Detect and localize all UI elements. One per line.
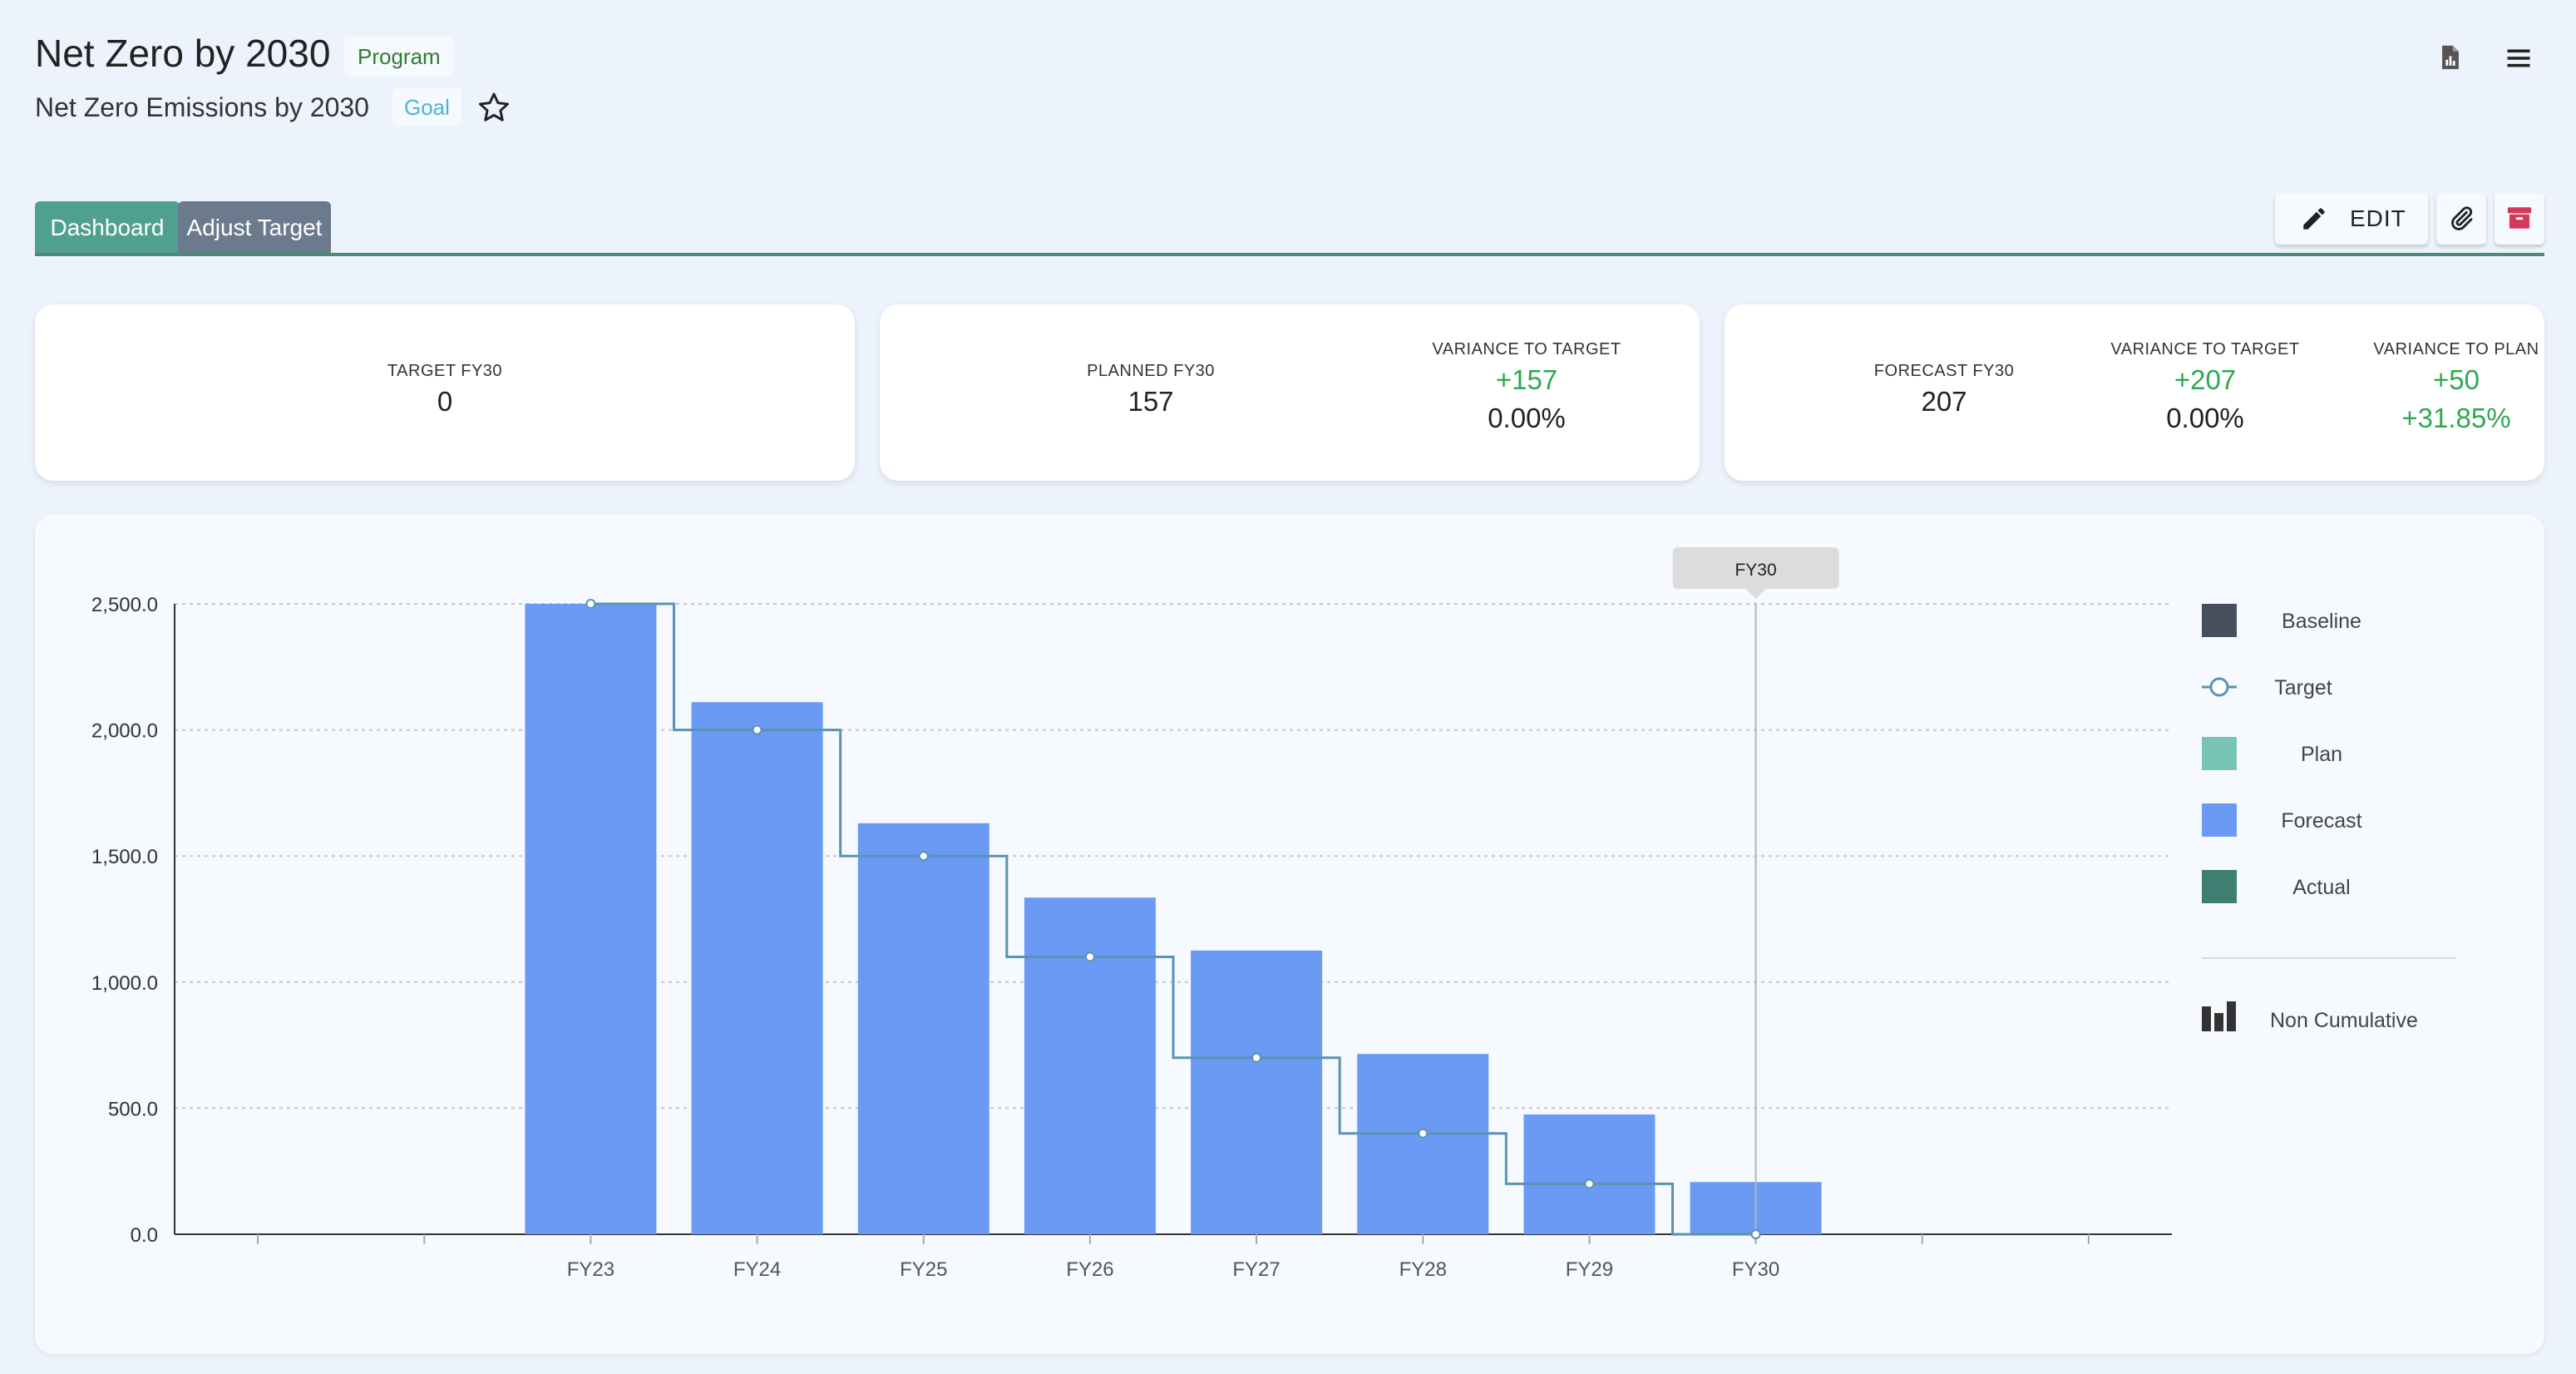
target-kpi-card: TARGET FY30 0 bbox=[35, 304, 855, 481]
forecast-bar bbox=[691, 702, 823, 1234]
x-tick-label: FY27 bbox=[1232, 1258, 1280, 1281]
forecast-bar bbox=[1024, 897, 1156, 1234]
x-tick-label: FY30 bbox=[1732, 1258, 1779, 1281]
archive-button[interactable] bbox=[2495, 193, 2544, 245]
tab-adjust-target[interactable]: Adjust Target bbox=[178, 201, 331, 255]
y-tick-label: 1,500.0 bbox=[91, 846, 158, 868]
x-tick-label: FY24 bbox=[733, 1258, 781, 1281]
chart-card: 0.0 500.0 1,000.0 1,500.0 2,000.0 2,500.0 FY23… bbox=[35, 514, 2544, 1354]
target-point bbox=[1750, 1229, 1761, 1239]
hamburger-menu-icon[interactable] bbox=[2503, 43, 2534, 73]
target-point bbox=[1418, 1128, 1429, 1139]
y-tick-label: 0.0 bbox=[131, 1224, 158, 1247]
target-point bbox=[585, 599, 596, 609]
legend-swatch-plan bbox=[2202, 737, 2237, 770]
planned-variance-percent: 0.00% bbox=[1488, 403, 1566, 433]
highlight-tooltip-pointer bbox=[1745, 589, 1766, 599]
target-line bbox=[590, 602, 1756, 1236]
forecast-variance-target-value: +207 bbox=[2174, 364, 2237, 395]
tab-underline bbox=[35, 253, 2544, 256]
forecast-variance-plan-value: +50 bbox=[2433, 364, 2480, 395]
forecast-kpi-card: FORECAST FY30 207 VARIANCE TO TARGET +20… bbox=[1725, 304, 2544, 481]
forecast-kpi-value: 207 bbox=[1921, 386, 1967, 417]
forecast-kpi-label: FORECAST FY30 bbox=[1873, 362, 2015, 380]
y-tick-label: 500.0 bbox=[108, 1098, 158, 1120]
y-tick-label: 1,000.0 bbox=[91, 972, 158, 995]
target-kpi-label: TARGET FY30 bbox=[387, 362, 503, 380]
attach-button[interactable] bbox=[2436, 193, 2486, 245]
goal-badge: Goal bbox=[392, 88, 461, 126]
forecast-variance-target-label: VARIANCE TO TARGET bbox=[2110, 340, 2300, 358]
paperclip-icon bbox=[2451, 206, 2473, 230]
target-kpi-value: 0 bbox=[437, 386, 453, 417]
planned-variance-label: VARIANCE TO TARGET bbox=[1432, 340, 1621, 358]
forecast-bar bbox=[1357, 1054, 1489, 1234]
target-point bbox=[1251, 1052, 1262, 1063]
x-tick-label: FY23 bbox=[567, 1258, 614, 1281]
forecast-bar bbox=[525, 604, 657, 1234]
highlight-tooltip bbox=[1672, 547, 1839, 589]
planned-kpi-card: PLANNED FY30 157 VARIANCE TO TARGET +157… bbox=[880, 304, 1700, 481]
forecast-variance-plan-label: VARIANCE TO PLAN bbox=[2373, 340, 2539, 358]
target-point bbox=[752, 724, 762, 735]
bar-chart-icon-bar bbox=[2214, 1013, 2223, 1031]
legend-label: Target bbox=[2274, 676, 2332, 699]
legend-label: Baseline bbox=[2282, 610, 2361, 633]
target-point bbox=[918, 851, 929, 862]
tab-dashboard[interactable]: Dashboard bbox=[35, 201, 180, 255]
planned-kpi-label: PLANNED FY30 bbox=[1087, 362, 1215, 380]
page-title: Net Zero by 2030 bbox=[35, 32, 331, 75]
non-cumulative-toggle[interactable]: Non Cumulative bbox=[2202, 1001, 2418, 1032]
report-document-icon[interactable] bbox=[2436, 43, 2465, 72]
x-tick-label: FY28 bbox=[1399, 1258, 1447, 1281]
forecast-bar bbox=[1191, 950, 1323, 1234]
goal-title: Net Zero Emissions by 2030 bbox=[35, 92, 369, 122]
y-tick-label: 2,000.0 bbox=[91, 720, 158, 743]
bar-chart-icon-bar bbox=[2202, 1006, 2211, 1031]
emissions-chart: 0.0 500.0 1,000.0 1,500.0 2,000.0 2,500.0 FY23… bbox=[91, 547, 2456, 1281]
highlight-tooltip-label: FY30 bbox=[1735, 561, 1776, 580]
pencil-icon bbox=[2303, 208, 2325, 230]
legend-label: Plan bbox=[2301, 743, 2342, 766]
target-point bbox=[1584, 1179, 1595, 1189]
planned-variance-value: +157 bbox=[1495, 364, 1558, 395]
legend-swatch-baseline bbox=[2202, 604, 2237, 637]
archive-box-icon bbox=[2507, 207, 2532, 229]
y-tick-label: 2,500.0 bbox=[91, 594, 158, 616]
forecast-bar bbox=[1523, 1114, 1656, 1234]
favorite-star-icon[interactable] bbox=[476, 90, 512, 126]
planned-kpi-value: 157 bbox=[1128, 386, 1174, 417]
x-tick-label: FY25 bbox=[900, 1258, 947, 1281]
edit-button[interactable]: EDIT bbox=[2275, 193, 2428, 245]
program-badge: Program bbox=[344, 37, 454, 77]
legend-label: Forecast bbox=[2281, 809, 2361, 833]
forecast-bar bbox=[857, 823, 989, 1234]
forecast-variance-plan-percent: +31.85% bbox=[2401, 403, 2511, 433]
non-cumulative-label: Non Cumulative bbox=[2270, 1009, 2418, 1032]
legend-swatch-marker bbox=[2209, 677, 2229, 697]
legend-swatch-actual bbox=[2202, 870, 2237, 903]
legend-swatch-forecast bbox=[2202, 803, 2237, 837]
target-point bbox=[1084, 951, 1095, 962]
legend-label: Actual bbox=[2292, 876, 2350, 899]
edit-button-label: EDIT bbox=[2350, 205, 2406, 231]
x-tick-label: FY26 bbox=[1066, 1258, 1113, 1281]
forecast-variance-target-percent: 0.00% bbox=[2166, 403, 2244, 433]
x-tick-label: FY29 bbox=[1566, 1258, 1613, 1281]
bar-chart-icon-bar bbox=[2227, 1001, 2236, 1031]
